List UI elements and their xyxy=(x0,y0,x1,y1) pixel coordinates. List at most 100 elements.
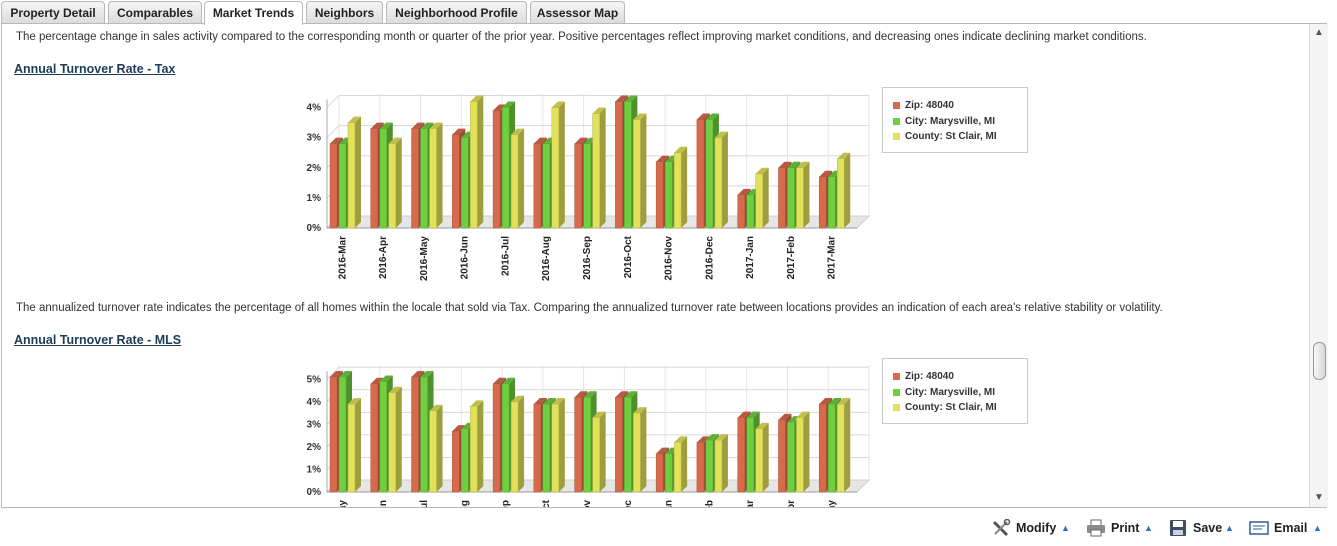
legend-item: Zip: 48040 xyxy=(893,369,1027,385)
email-caret-icon: ▲ xyxy=(1313,523,1322,533)
bar-front xyxy=(696,119,705,229)
y-tick-label: 1% xyxy=(307,193,322,204)
bar xyxy=(633,113,647,229)
tab-assessor-map[interactable]: Assessor Map xyxy=(530,1,625,23)
tax-chart-heading[interactable]: Annual Turnover Rate - Tax xyxy=(14,62,176,76)
bar-top xyxy=(429,122,443,129)
bar-front xyxy=(755,173,763,229)
mls-turnover-chart: 0% 1% 2% 3% 4% 5% lay un Jul ug ep Oct lov ec an eb lar p… xyxy=(307,365,871,508)
y-tick-label: 2% xyxy=(307,163,322,174)
bar-top xyxy=(755,167,769,174)
bar-side xyxy=(395,137,402,228)
bar-top xyxy=(615,95,629,102)
modify-button[interactable]: Modify ▲ xyxy=(991,518,1076,538)
gridline xyxy=(326,125,340,138)
bar-top xyxy=(420,371,434,377)
bar-front xyxy=(470,101,478,229)
bar-front xyxy=(714,439,723,493)
legend-swatch xyxy=(893,404,900,411)
legend-label: County: St Clair, MI xyxy=(905,131,997,142)
bar-top xyxy=(778,161,792,168)
bar-top xyxy=(633,407,647,414)
bar-top xyxy=(551,101,565,108)
tab-neighborhood-profile[interactable]: Neighborhood Profile xyxy=(386,1,527,23)
bar-front xyxy=(655,161,664,229)
bar-side xyxy=(803,411,810,492)
bar-front xyxy=(836,158,845,229)
bar-front xyxy=(411,376,419,493)
bar-front xyxy=(429,410,437,493)
bar-top xyxy=(746,411,760,418)
bar-top xyxy=(370,377,384,384)
scroll-down-arrow-icon[interactable]: ▼ xyxy=(1314,492,1324,503)
bar xyxy=(714,434,728,493)
y-tick-label: 1% xyxy=(307,464,322,475)
y-tick-label: 4% xyxy=(307,103,322,114)
bar xyxy=(592,107,606,229)
bar-top xyxy=(411,122,425,129)
bar-front xyxy=(542,143,551,229)
bar-front xyxy=(338,143,347,229)
bar-side xyxy=(844,152,851,228)
bar-front xyxy=(705,439,714,493)
tab-neighbors[interactable]: Neighbors xyxy=(306,1,383,23)
bar-top xyxy=(778,413,792,420)
tab-property-detail[interactable]: Property Detail xyxy=(1,1,105,23)
tax-turnover-chart: 0% 1% 2% 3% 4% 2016-Mar 2016-Apr 2016-May 2016-J… xyxy=(307,94,871,281)
bar-front xyxy=(452,430,460,493)
tab-market-trends[interactable]: Market Trends xyxy=(204,1,303,25)
bar-front xyxy=(624,101,632,229)
bar-top xyxy=(551,398,565,405)
bar-top xyxy=(511,128,525,135)
email-button[interactable]: Email ▲ xyxy=(1249,518,1327,538)
bar-top xyxy=(533,137,547,144)
tools-icon xyxy=(992,519,1011,537)
bar-side xyxy=(681,436,688,492)
bar-side xyxy=(436,122,443,228)
email-icon xyxy=(1249,521,1269,535)
bar-top xyxy=(511,395,525,402)
bar-top xyxy=(696,113,710,120)
floppy-disk-icon xyxy=(1170,520,1186,536)
bar xyxy=(551,398,565,493)
bar-top xyxy=(370,122,384,129)
bar-front xyxy=(329,143,338,229)
bar-side xyxy=(477,95,484,229)
bar-top xyxy=(452,425,466,432)
bar-front xyxy=(633,119,641,229)
bar-front xyxy=(778,167,786,229)
bar-side xyxy=(721,434,728,492)
bar-front xyxy=(470,406,478,493)
bar-front xyxy=(388,143,397,229)
tab-comparables[interactable]: Comparables xyxy=(108,1,202,23)
bar-top xyxy=(348,116,361,123)
print-button[interactable]: Print ▲ xyxy=(1086,518,1161,538)
bar-front xyxy=(429,128,437,229)
legend-swatch xyxy=(893,117,900,125)
x-tick-label: 2016-Mar xyxy=(337,236,348,279)
bar-front xyxy=(746,417,754,493)
bar-front xyxy=(787,421,795,493)
bar xyxy=(470,400,484,493)
bar-top xyxy=(348,398,361,405)
bar-front xyxy=(492,110,501,229)
x-tick-label: ec xyxy=(623,500,634,508)
bar-front xyxy=(836,403,845,493)
bar-front xyxy=(533,143,542,229)
save-button[interactable]: Save ▲ xyxy=(1168,518,1238,538)
bar xyxy=(551,101,565,229)
legend-item: County: St Clair, MI xyxy=(893,129,1027,145)
bar xyxy=(673,436,688,493)
bar-top xyxy=(819,398,833,405)
bar-top xyxy=(615,391,629,398)
y-tick-label: 5% xyxy=(307,374,322,385)
bar-top xyxy=(705,113,719,120)
scroll-thumb[interactable] xyxy=(1313,342,1326,380)
vertical-scrollbar[interactable]: ▲ ▼ xyxy=(1309,24,1328,507)
intro-text: The percentage change in sales activity … xyxy=(16,31,1147,43)
bar-front xyxy=(370,128,379,229)
mls-chart-heading[interactable]: Annual Turnover Rate - MLS xyxy=(14,333,182,347)
bar xyxy=(796,411,810,493)
scroll-up-arrow-icon[interactable]: ▲ xyxy=(1314,27,1324,38)
y-tick-label: 4% xyxy=(307,397,322,408)
